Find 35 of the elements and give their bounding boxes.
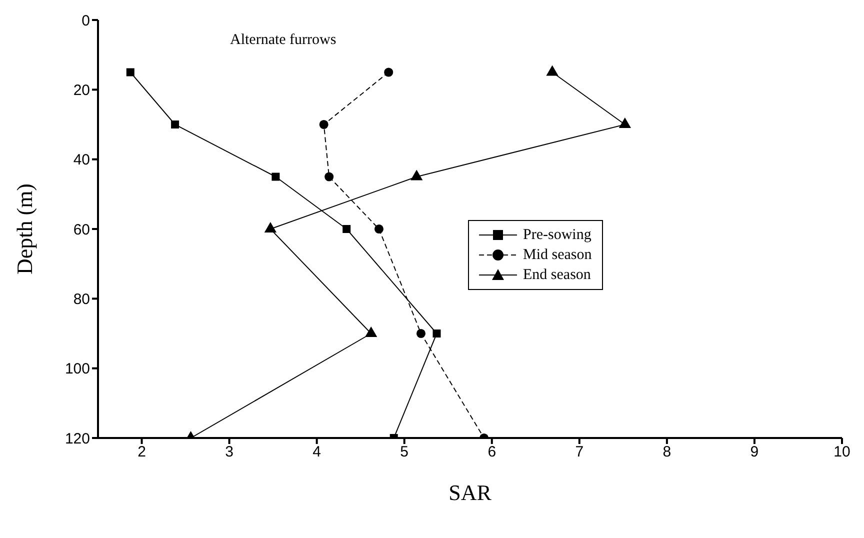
legend-label: End season bbox=[523, 266, 591, 285]
point bbox=[410, 170, 423, 180]
point bbox=[171, 120, 180, 128]
point bbox=[319, 120, 328, 130]
x-tick-label: 8 bbox=[662, 444, 672, 461]
legend-label: Pre-sowing bbox=[523, 226, 592, 245]
x-tick-label: 9 bbox=[750, 444, 759, 461]
x-tick-label: 2 bbox=[138, 444, 146, 461]
point bbox=[264, 222, 277, 233]
y-tick-label: 0 bbox=[82, 12, 90, 30]
point bbox=[365, 326, 378, 338]
x-tick-label: 10 bbox=[834, 444, 850, 461]
point bbox=[272, 172, 280, 181]
x-tick-label: 6 bbox=[488, 444, 496, 461]
x-tick-label: 5 bbox=[400, 444, 409, 461]
legend-label: Mid season bbox=[523, 246, 592, 265]
point bbox=[324, 172, 334, 182]
point bbox=[342, 225, 351, 233]
y-tick-label: 80 bbox=[73, 290, 90, 308]
point bbox=[374, 224, 384, 234]
y-axis-title: Depth (m) bbox=[12, 183, 37, 275]
x-axis-title: SAR bbox=[448, 480, 492, 505]
point bbox=[416, 328, 426, 338]
text: Alternate furrows bbox=[230, 32, 336, 49]
x-tick-label: 7 bbox=[575, 444, 584, 461]
y-tick-label: 100 bbox=[64, 360, 90, 378]
y-tick-label: 60 bbox=[73, 221, 90, 238]
point bbox=[384, 68, 394, 77]
point bbox=[126, 68, 134, 76]
x-tick-label: 3 bbox=[225, 444, 234, 461]
x-tick-label: 4 bbox=[312, 444, 321, 461]
y-tick-label: 40 bbox=[73, 152, 90, 169]
y-tick-label: 120 bbox=[64, 430, 90, 448]
point bbox=[432, 330, 441, 338]
y-tick-label: 20 bbox=[73, 82, 90, 99]
